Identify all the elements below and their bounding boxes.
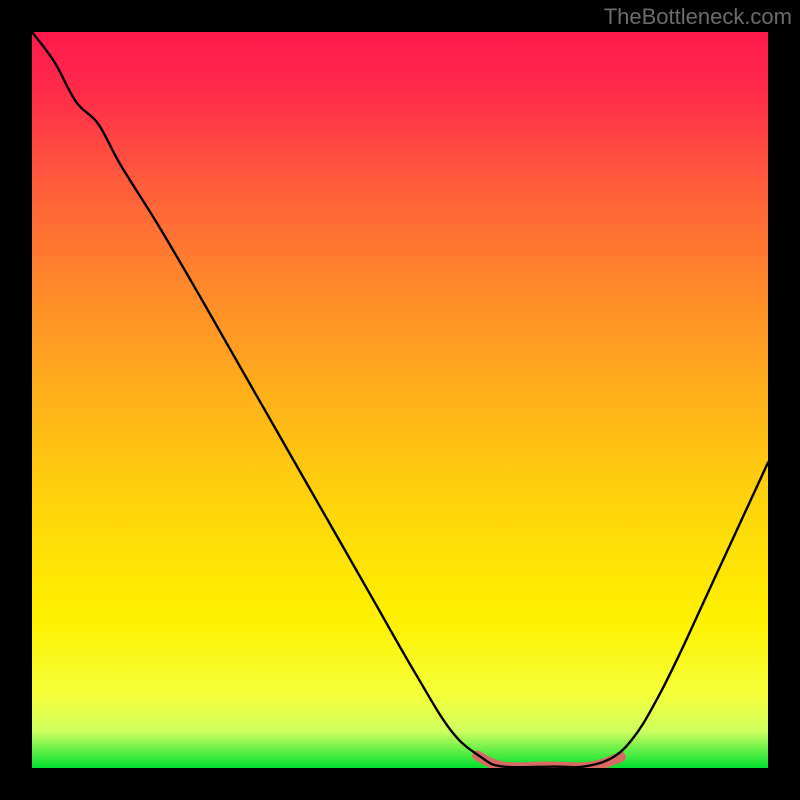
attribution-text: TheBottleneck.com bbox=[604, 4, 792, 30]
chart-container: TheBottleneck.com bbox=[0, 0, 800, 800]
plot-area bbox=[32, 32, 768, 768]
curve-layer bbox=[32, 32, 768, 768]
bottleneck-curve bbox=[32, 32, 768, 767]
